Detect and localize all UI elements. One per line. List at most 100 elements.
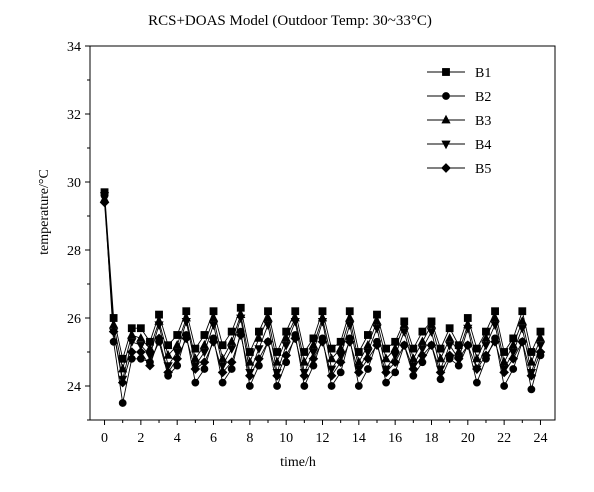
- data-point-b3: [535, 333, 546, 342]
- data-point-b4: [136, 341, 146, 351]
- data-point-b5: [290, 333, 301, 344]
- data-point-b4: [154, 321, 164, 331]
- data-point-b4: [317, 317, 328, 327]
- data-point-b4: [199, 348, 210, 358]
- data-point-b5: [472, 364, 482, 374]
- data-point-b3: [417, 336, 428, 346]
- x-tick-label: 12: [316, 431, 330, 446]
- data-point-b2: [382, 378, 390, 387]
- data-point-b3: [190, 353, 200, 363]
- data-point-b5: [308, 353, 319, 364]
- x-tick-label: 10: [279, 431, 293, 446]
- data-point-b3: [490, 312, 500, 322]
- data-point-b5: [317, 336, 328, 347]
- data-point-b4: [517, 324, 527, 334]
- data-point-b5: [399, 340, 410, 351]
- data-point-b2: [364, 365, 372, 373]
- data-point-b5: [136, 347, 146, 357]
- legend-marker-b5: [441, 163, 451, 173]
- y-tick-label: 26: [67, 312, 81, 327]
- data-point-b5: [272, 370, 282, 381]
- data-point-b1: [218, 341, 227, 350]
- data-point-b5: [145, 360, 155, 371]
- data-point-b2: [300, 382, 309, 390]
- data-point-b4: [308, 348, 319, 358]
- data-point-b5: [344, 336, 355, 347]
- data-point-b2: [527, 385, 536, 394]
- data-point-b4: [508, 348, 518, 358]
- data-point-b4: [417, 345, 428, 354]
- data-point-b1: [409, 344, 418, 353]
- y-axis: 24 26 28 30 32 34: [67, 40, 90, 421]
- data-point-b5: [199, 357, 210, 368]
- data-point-b2: [273, 382, 281, 390]
- data-point-b3: [517, 316, 527, 325]
- data-point-b5: [126, 347, 137, 357]
- legend-marker-b1: [442, 68, 450, 76]
- data-point-b1: [445, 324, 454, 333]
- data-point-b2: [509, 365, 518, 373]
- x-tick-label: 18: [424, 431, 438, 446]
- data-point-b5: [499, 367, 509, 378]
- data-point-b5: [108, 326, 119, 337]
- data-point-b2: [327, 382, 336, 390]
- x-tick-label: 20: [461, 431, 475, 446]
- data-point-b3: [254, 333, 264, 342]
- data-point-b3: [127, 329, 137, 339]
- data-point-b4: [227, 345, 237, 354]
- data-point-b2: [500, 382, 509, 390]
- data-point-b5: [235, 330, 246, 340]
- data-point-b5: [435, 367, 446, 378]
- data-point-b3: [445, 333, 455, 342]
- x-tick-label: 24: [533, 431, 547, 446]
- data-point-b4: [336, 351, 346, 361]
- legend-label-b5: B5: [475, 162, 491, 177]
- x-tick-label: 2: [137, 431, 144, 446]
- series-b5: [99, 197, 546, 388]
- data-point-b5: [408, 364, 419, 374]
- legend: B1 B2 B3 B4 B5: [427, 66, 491, 177]
- data-point-b5: [381, 367, 391, 378]
- data-point-b5: [99, 197, 110, 208]
- x-axis-label: time/h: [280, 455, 316, 470]
- data-point-b5: [245, 370, 255, 381]
- data-point-b1: [436, 344, 445, 353]
- data-point-b3: [136, 333, 146, 342]
- data-point-b4: [390, 351, 400, 361]
- data-point-b2: [245, 382, 254, 390]
- data-point-b1: [518, 307, 527, 316]
- x-tick-label: 14: [352, 431, 366, 446]
- data-point-b5: [172, 353, 183, 364]
- data-point-b5: [190, 364, 201, 374]
- data-point-b5: [453, 353, 464, 364]
- data-point-b5: [208, 336, 219, 347]
- data-point-b4: [181, 317, 191, 327]
- data-point-b4: [254, 345, 264, 354]
- legend-marker-b3: [441, 114, 451, 124]
- x-tick-label: 6: [210, 431, 217, 446]
- data-point-b5: [354, 367, 364, 378]
- data-point-b4: [445, 341, 455, 351]
- y-tick-label: 28: [67, 244, 81, 259]
- data-point-b5: [117, 377, 128, 388]
- data-point-b5: [444, 350, 455, 361]
- data-point-b4: [208, 321, 219, 331]
- legend-label-b4: B4: [475, 138, 491, 153]
- data-point-b5: [254, 353, 264, 364]
- data-point-b5: [326, 370, 337, 381]
- data-point-b1: [472, 344, 481, 353]
- data-point-b5: [372, 340, 382, 351]
- data-point-b2: [336, 368, 345, 377]
- data-point-b4: [372, 324, 382, 334]
- legend-item-b4: B4: [427, 138, 491, 153]
- legend-label-b3: B3: [475, 114, 491, 129]
- data-point-b2: [218, 378, 227, 387]
- data-point-b4: [363, 348, 373, 358]
- data-point-b5: [481, 350, 491, 361]
- data-point-b4: [281, 341, 291, 351]
- data-point-b1: [136, 324, 145, 333]
- data-point-b4: [236, 314, 246, 324]
- legend-label-b1: B1: [475, 66, 491, 81]
- y-axis-label: temperature/°C: [37, 169, 52, 255]
